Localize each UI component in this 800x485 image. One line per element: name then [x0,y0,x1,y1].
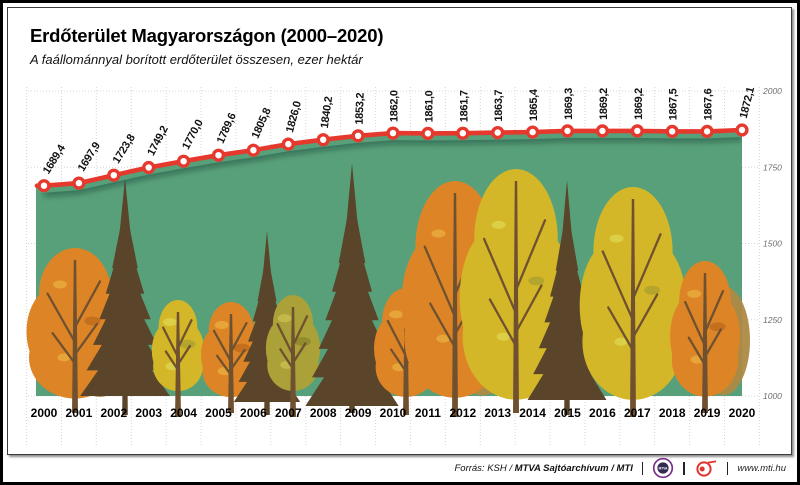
svg-text:1869,3: 1869,3 [563,88,575,120]
svg-text:1872,1: 1872,1 [738,86,757,120]
data-points [37,123,749,193]
svg-text:1853,2: 1853,2 [354,92,367,124]
svg-text:1689,4: 1689,4 [41,142,69,176]
footer-divider [683,461,685,475]
svg-text:2013: 2013 [484,406,511,420]
svg-text:2009: 2009 [345,406,372,420]
svg-text:MTVA: MTVA [659,466,668,470]
svg-text:1861,7: 1861,7 [458,90,470,122]
svg-text:2004: 2004 [170,406,197,420]
svg-text:1869,2: 1869,2 [633,88,645,120]
decorative-trees [26,163,750,417]
svg-text:2015: 2015 [554,406,581,420]
conifer-tree [80,178,170,415]
svg-text:1500: 1500 [763,239,782,249]
mti-logo-icon [696,460,717,477]
deciduous-tree [670,261,750,413]
svg-text:1000: 1000 [763,391,782,401]
mtva-logo-icon: MTVA [653,457,674,479]
svg-text:1863,7: 1863,7 [493,90,505,122]
deciduous-tree [151,300,205,417]
deciduous-tree [579,187,687,417]
svg-text:2014: 2014 [519,406,546,420]
svg-text:2008: 2008 [310,406,337,420]
svg-text:1723,8: 1723,8 [111,132,138,166]
svg-text:1749,2: 1749,2 [145,124,171,158]
conifer-tree [305,163,399,413]
footer-divider [641,461,644,475]
svg-text:1861,0: 1861,0 [423,90,435,122]
svg-text:2011: 2011 [415,406,441,420]
svg-text:1750: 1750 [763,162,782,172]
svg-text:1865,4: 1865,4 [528,88,540,121]
svg-text:2005: 2005 [205,406,232,420]
page-subtitle: A faállománnyal borított erdőterület öss… [30,52,363,67]
svg-text:2000: 2000 [762,86,782,96]
svg-text:2000: 2000 [31,406,58,420]
svg-text:1789,6: 1789,6 [215,111,239,145]
svg-text:2017: 2017 [624,406,651,420]
svg-text:1840,2: 1840,2 [319,96,335,129]
source-credit: Forrás: KSH / MTVA Sajtóarchívum / MTI [454,463,632,474]
svg-text:2002: 2002 [100,406,127,420]
website-link[interactable]: www.mti.hu [737,462,786,474]
svg-text:2020: 2020 [729,406,756,420]
svg-text:1805,8: 1805,8 [250,106,274,140]
source-agency: MTVA Sajtóarchívum / MTI [514,462,633,474]
svg-text:2010: 2010 [380,406,407,420]
conifer-tree [527,180,607,415]
footer: Forrás: KSH / MTVA Sajtóarchívum / MTI M… [454,457,786,479]
svg-text:2006: 2006 [240,406,267,420]
svg-text:2001: 2001 [66,406,93,420]
footer-divider [726,461,729,475]
deciduous-tree [265,295,321,417]
svg-text:2019: 2019 [694,406,721,420]
svg-text:2003: 2003 [135,406,162,420]
svg-text:1862,0: 1862,0 [389,90,401,122]
svg-text:1826,0: 1826,0 [284,100,304,134]
svg-text:1697,9: 1697,9 [76,140,103,174]
trend-line [34,127,745,188]
svg-text:1770,0: 1770,0 [180,118,206,152]
svg-text:1250: 1250 [763,315,782,325]
svg-text:2018: 2018 [659,406,686,420]
svg-text:1869,2: 1869,2 [598,88,610,120]
svg-text:2016: 2016 [589,406,616,420]
svg-text:1867,5: 1867,5 [668,88,680,120]
svg-text:2007: 2007 [275,406,302,420]
source-prefix: Forrás: KSH / [454,462,513,474]
page-title: Erdőterület Magyarországon (2000–2020) [30,25,384,46]
svg-text:1867,6: 1867,6 [703,88,715,120]
svg-text:2012: 2012 [449,406,476,420]
y-axis-labels: 2000 1750 1500 1250 1000 [762,86,782,401]
x-axis-labels: 2000 2001 2002 2003 2004 2005 2006 2007 2008 2009… [31,406,756,420]
